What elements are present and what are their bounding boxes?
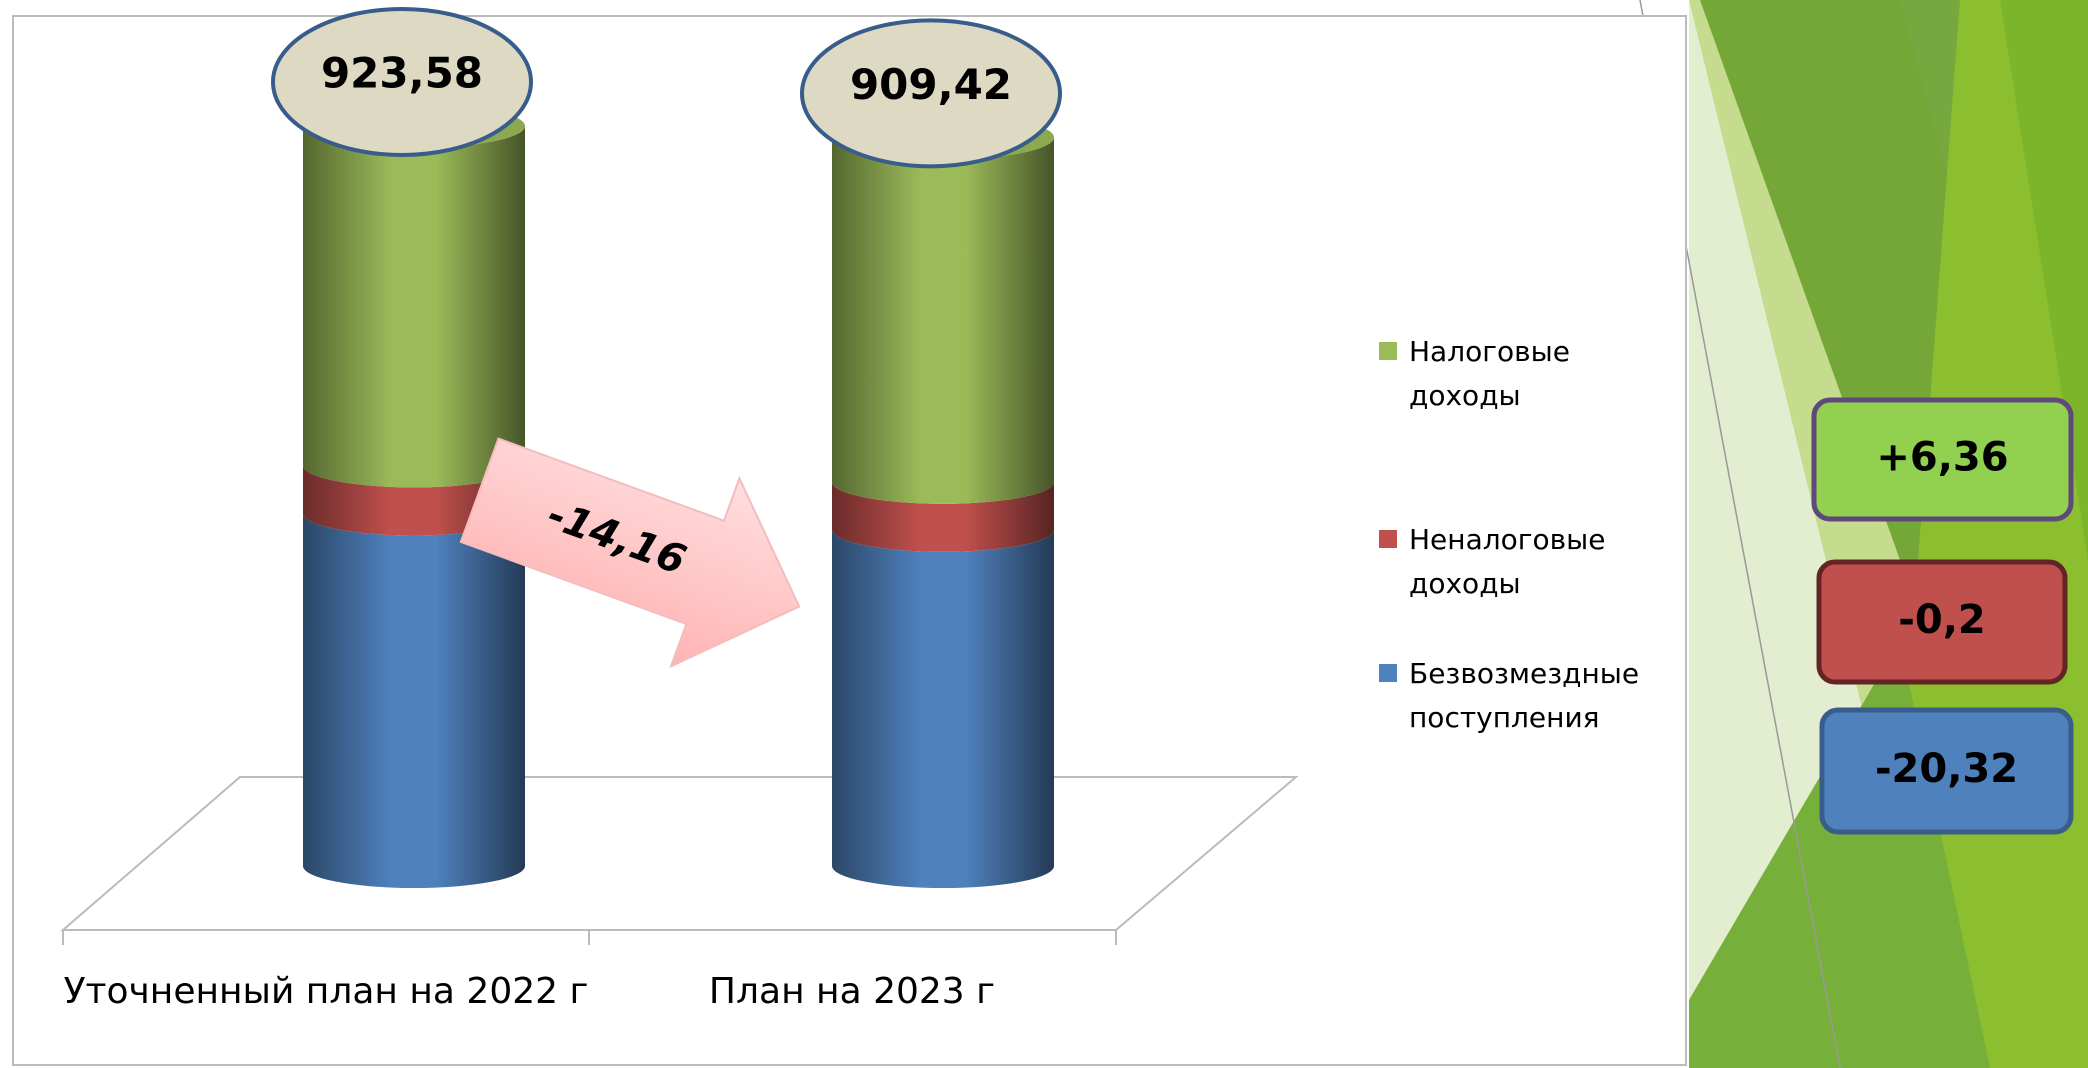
legend-item: Налоговые доходы bbox=[1379, 330, 1659, 418]
legend-label: Безвозмездные поступления bbox=[1409, 657, 1639, 734]
legend-swatch bbox=[1379, 530, 1397, 548]
legend-item: Неналоговые доходы bbox=[1379, 518, 1659, 606]
legend-label: Неналоговые доходы bbox=[1409, 523, 1605, 600]
total-label: 923,58 bbox=[321, 49, 483, 98]
chart: -14,16 923,58Уточненный план на 2022 г90… bbox=[0, 0, 2088, 1068]
x-tick-label: Уточненный план на 2022 г bbox=[64, 971, 589, 1012]
decor bbox=[1640, 0, 2088, 1068]
slide: -14,16 923,58Уточненный план на 2022 г90… bbox=[0, 0, 2088, 1068]
change-label: -20,32 bbox=[1875, 746, 2018, 792]
change-label: +6,36 bbox=[1876, 435, 2008, 481]
legend-item: Безвозмездные поступления bbox=[1379, 652, 1659, 740]
x-tick-label: План на 2023 г bbox=[709, 971, 995, 1012]
bar-segment bbox=[832, 530, 1054, 888]
change-label: -0,2 bbox=[1898, 597, 1985, 643]
total-label: 909,42 bbox=[850, 60, 1012, 109]
bar-segment bbox=[303, 513, 525, 888]
legend-swatch bbox=[1379, 664, 1397, 682]
legend: Налоговые доходы Неналоговые доходы Безвоз… bbox=[1379, 330, 1659, 740]
legend-swatch bbox=[1379, 342, 1397, 360]
bar-segment bbox=[832, 137, 1054, 503]
bar-segment bbox=[303, 126, 525, 487]
legend-label: Налоговые доходы bbox=[1409, 335, 1570, 412]
